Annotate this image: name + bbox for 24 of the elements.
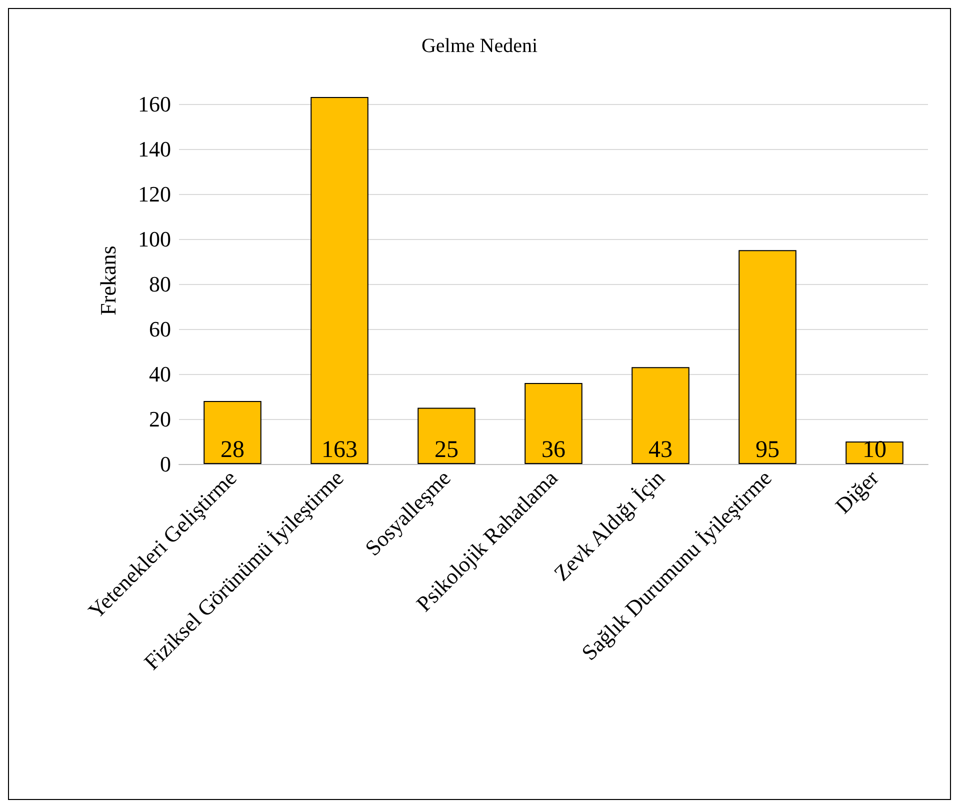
bar	[524, 382, 582, 464]
y-tick-label: 100	[138, 226, 171, 252]
bar	[632, 367, 690, 464]
y-tick-label: 40	[149, 361, 171, 386]
y-tick-label: 140	[138, 136, 171, 162]
y-axis-title: Frekans	[96, 246, 120, 316]
y-tick-label: 160	[138, 91, 171, 116]
y-tick-label: 60	[149, 316, 171, 342]
bar	[846, 441, 904, 464]
y-tick-label: 120	[138, 181, 171, 206]
data-label: 43	[648, 437, 672, 463]
y-tick-label: 0	[160, 452, 171, 476]
bar	[204, 400, 262, 464]
data-label: 25	[434, 437, 458, 463]
data-label: 163	[322, 437, 358, 463]
data-label: 95	[756, 437, 780, 463]
data-label: 28	[220, 437, 244, 463]
data-label: 36	[542, 437, 566, 463]
y-tick-label: 20	[149, 406, 171, 432]
y-tick-label: 80	[149, 271, 171, 296]
bar	[310, 97, 368, 464]
chart-title: Gelme Nedeni	[421, 35, 538, 57]
bar	[418, 408, 476, 464]
bar	[738, 250, 796, 464]
